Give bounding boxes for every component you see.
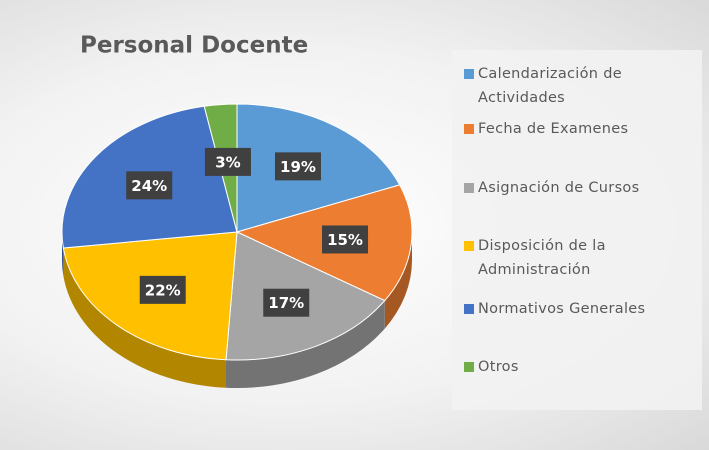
data-label-box bbox=[263, 288, 310, 317]
legend-swatch bbox=[464, 241, 474, 251]
data-label: 3% bbox=[215, 153, 240, 171]
legend: Calendarización de Actividades Fecha de E… bbox=[452, 50, 702, 410]
legend-label: Calendarización de Actividades bbox=[478, 66, 622, 106]
legend-item: Calendarización de Actividades bbox=[464, 62, 708, 110]
data-label: 15% bbox=[327, 231, 363, 249]
data-label: 17% bbox=[268, 294, 304, 312]
legend-swatch bbox=[464, 69, 474, 79]
data-label: 24% bbox=[131, 177, 167, 195]
legend-item: Asignación de Cursos bbox=[464, 176, 708, 200]
legend-swatch bbox=[464, 124, 474, 134]
data-label-box bbox=[204, 147, 251, 176]
data-label: 19% bbox=[280, 158, 316, 176]
legend-label: Asignación de Cursos bbox=[478, 180, 640, 196]
legend-item: Fecha de Examenes bbox=[464, 117, 708, 141]
slice-side bbox=[63, 248, 227, 388]
data-label-box bbox=[274, 152, 321, 181]
data-label-box bbox=[126, 171, 173, 200]
legend-item: Normativos Generales bbox=[464, 297, 708, 321]
data-label-box bbox=[139, 275, 186, 304]
legend-label: Fecha de Examenes bbox=[478, 121, 629, 137]
legend-item: Disposición de la Administración bbox=[464, 234, 708, 282]
legend-label: Disposición de la Administración bbox=[478, 238, 606, 278]
data-label: 22% bbox=[145, 281, 181, 299]
legend-item: Otros bbox=[464, 355, 708, 379]
legend-swatch bbox=[464, 183, 474, 193]
data-label-box bbox=[322, 225, 369, 254]
chart-title: Personal Docente bbox=[80, 33, 308, 59]
slice-side bbox=[384, 232, 412, 329]
legend-swatch bbox=[464, 304, 474, 314]
legend-label: Otros bbox=[478, 359, 519, 375]
slice-side bbox=[226, 300, 385, 389]
legend-label: Normativos Generales bbox=[478, 301, 646, 317]
legend-swatch bbox=[464, 362, 474, 372]
